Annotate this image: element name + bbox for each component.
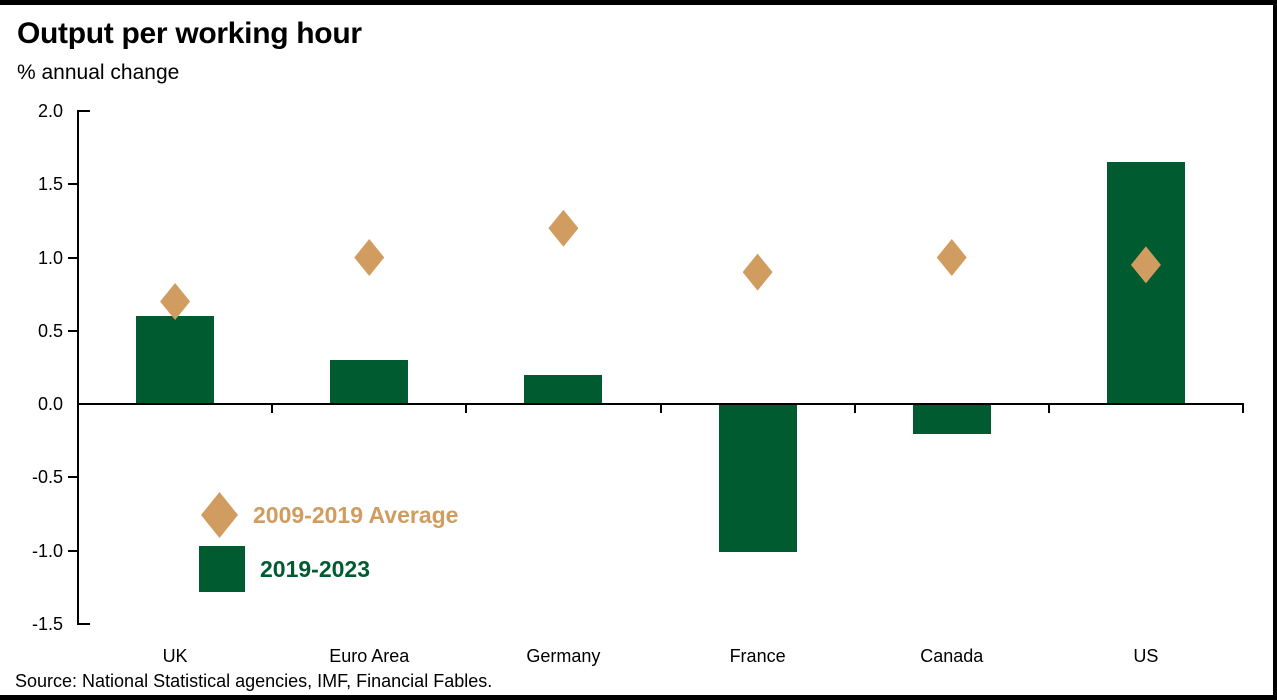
x-tick xyxy=(853,403,856,413)
y-tick-label: -0.5 xyxy=(31,467,63,488)
x-tick xyxy=(1047,403,1050,413)
y-axis-top-stub xyxy=(79,110,90,112)
y-axis-line xyxy=(77,110,79,625)
x-axis-line xyxy=(77,403,1244,405)
y-tick xyxy=(68,329,77,332)
x-tick xyxy=(465,403,468,413)
y-tick-label: 1.0 xyxy=(37,247,63,268)
y-tick-label: 0.5 xyxy=(37,320,63,341)
chart-title: Output per working hour xyxy=(17,17,362,50)
diamond-icon xyxy=(201,492,238,538)
chart-subtitle: % annual change xyxy=(17,61,180,84)
bar-euro-area xyxy=(330,360,409,404)
y-tick-label: -1.0 xyxy=(31,540,63,561)
y-tick xyxy=(68,256,77,259)
x-axis-label-germany: Germany xyxy=(526,646,601,666)
legend-item-average: 2009-2019 Average xyxy=(199,491,458,539)
bar-uk xyxy=(136,316,215,404)
x-axis-label-france: France xyxy=(729,646,786,666)
x-axis-label-uk: UK xyxy=(162,646,188,666)
bar-canada xyxy=(912,405,991,435)
square-icon xyxy=(199,546,245,592)
x-tick xyxy=(1242,403,1244,413)
diamond-uk xyxy=(160,282,191,320)
plot-area: 2.0 1.5 1.0 0.5 0.0 -0.5 -1.0 -1.5 UK Euro Area Ge… xyxy=(0,5,1273,695)
y-tick-label: 1.5 xyxy=(37,174,63,195)
y-tick xyxy=(68,183,77,186)
diamond-germany xyxy=(548,209,579,247)
x-tick xyxy=(271,403,274,413)
y-tick xyxy=(68,476,77,479)
legend-label-average: 2009-2019 Average xyxy=(253,501,459,528)
diamond-france xyxy=(742,253,773,291)
diamond-euro-area xyxy=(354,239,385,276)
diamond-canada xyxy=(936,239,967,276)
y-tick xyxy=(68,549,77,552)
legend: 2009-2019 Average 2019-2023 xyxy=(199,491,458,592)
legend-item-2019-2023: 2019-2023 xyxy=(199,546,458,592)
bar-france xyxy=(718,405,797,552)
x-axis-label-canada: Canada xyxy=(920,646,984,666)
x-tick xyxy=(659,403,662,413)
y-tick-label: -1.5 xyxy=(31,613,63,634)
legend-label-2019-2023: 2019-2023 xyxy=(260,555,370,582)
y-tick-label: 0.0 xyxy=(37,394,63,414)
source-note: Source: National Statistical agencies, I… xyxy=(15,671,493,691)
y-tick-label: 2.0 xyxy=(37,101,63,121)
bar-germany xyxy=(524,374,603,404)
x-axis-label-euro-area: Euro Area xyxy=(329,646,410,666)
y-axis-bottom-stub xyxy=(79,622,90,625)
x-axis-label-us: US xyxy=(1133,646,1159,666)
